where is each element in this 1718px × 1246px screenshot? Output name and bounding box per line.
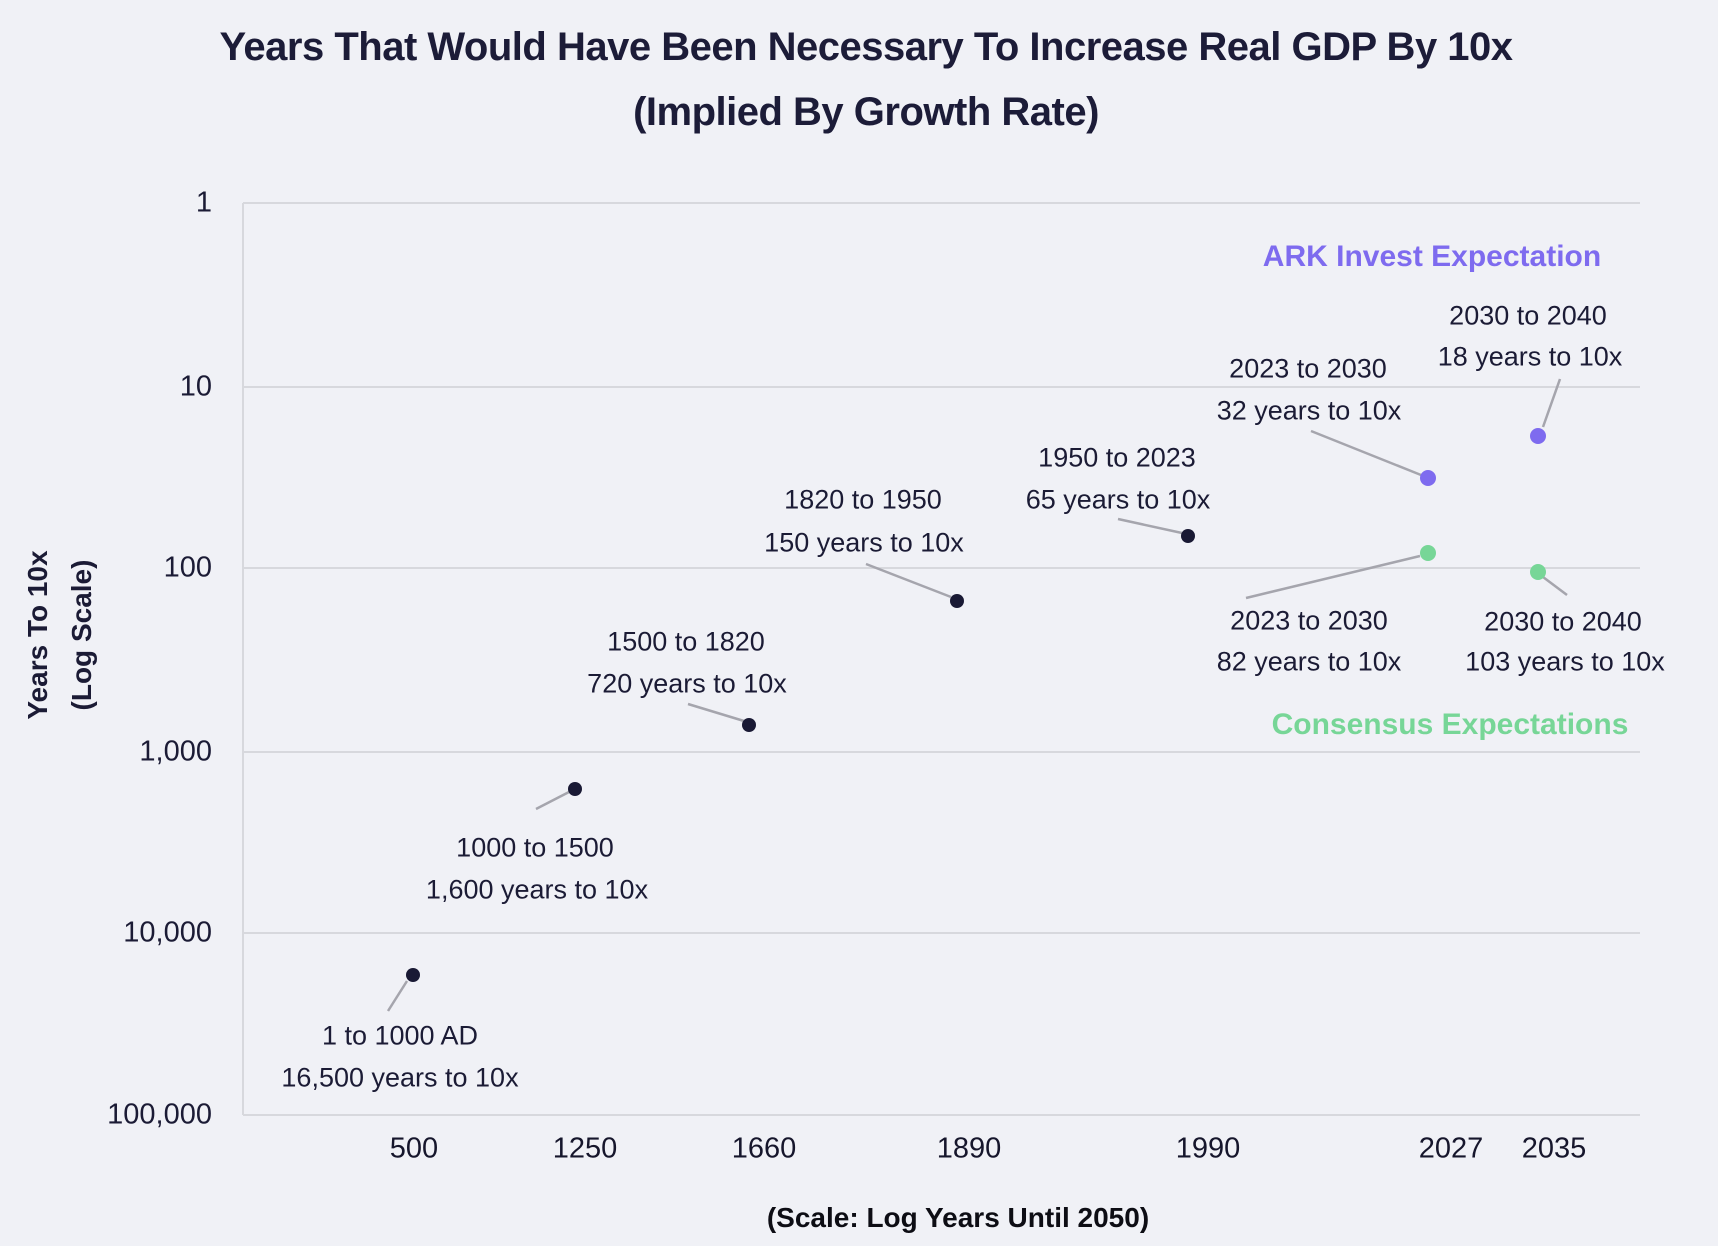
- data-point-1500-to-1820-720: [742, 718, 756, 732]
- point-value-label-1820-to-1950-150: 150 years to 10x: [764, 527, 964, 558]
- leader-line-2030-to-2040-103: [1542, 576, 1568, 596]
- chart-title-line1: Years That Would Have Been Necessary To …: [219, 25, 1513, 69]
- point-value-label-2023-to-2030-82: 82 years to 10x: [1216, 646, 1402, 677]
- leader-line-1950-to-2023-65: [1117, 517, 1183, 535]
- leader-line-2023-to-2030-32: [1310, 429, 1422, 477]
- y-tick-100: 100: [163, 551, 212, 584]
- leader-line-1500-to-1820-720: [687, 702, 745, 723]
- x-tick-1990: 1990: [1175, 1132, 1241, 1165]
- point-period-label-1-to-1000-ad-16500: 1 to 1000 AD: [321, 1020, 479, 1051]
- data-point-2023-to-2030-32: [1420, 470, 1436, 486]
- y-tick-1: 1: [195, 186, 212, 219]
- point-period-label-1000-to-1500-1600: 1000 to 1500: [456, 832, 614, 863]
- x-tick-2035: 2035: [1521, 1132, 1587, 1165]
- data-point-2023-to-2030-82: [1420, 545, 1436, 561]
- point-period-label-1950-to-2023-65: 1950 to 2023: [1038, 442, 1196, 473]
- data-point-1950-to-2023-65: [1181, 529, 1195, 543]
- data-point-1000-to-1500-1600: [568, 782, 582, 796]
- x-tick-1890: 1890: [936, 1132, 1002, 1165]
- data-point-2030-to-2040-18: [1530, 428, 1546, 444]
- point-period-label-2023-to-2030-82: 2023 to 2030: [1230, 605, 1388, 636]
- x-tick-2027: 2027: [1418, 1132, 1484, 1165]
- x-axis-title: (Scale: Log Years Until 2050): [766, 1202, 1150, 1233]
- point-value-label-1-to-1000-ad-16500: 16,500 years to 10x: [281, 1062, 519, 1093]
- point-value-label-2030-to-2040-103: 103 years to 10x: [1465, 646, 1665, 677]
- y-tick-10: 10: [179, 370, 212, 403]
- point-period-label-2023-to-2030-32: 2023 to 2030: [1229, 353, 1387, 384]
- legend-consensus-expectations: Consensus Expectations: [1271, 708, 1629, 741]
- data-point-2030-to-2040-103: [1530, 564, 1546, 580]
- chart-title-line2: (Implied By Growth Rate): [633, 90, 1099, 134]
- leader-line-2030-to-2040-18: [1541, 378, 1562, 428]
- point-value-label-1000-to-1500-1600: 1,600 years to 10x: [425, 874, 649, 905]
- point-value-label-2023-to-2030-32: 32 years to 10x: [1216, 395, 1402, 426]
- point-period-label-2030-to-2040-18: 2030 to 2040: [1449, 300, 1607, 331]
- x-tick-1660: 1660: [731, 1132, 797, 1165]
- y-tick-1,000: 1,000: [139, 735, 212, 768]
- y-tick-100,000: 100,000: [107, 1098, 212, 1131]
- data-point-1-to-1000-ad-16500: [406, 968, 420, 982]
- point-period-label-1500-to-1820-720: 1500 to 1820: [607, 626, 765, 657]
- leader-line-1-to-1000-ad-16500: [386, 980, 409, 1012]
- leader-line-1820-to-1950-150: [865, 562, 952, 599]
- x-tick-500: 500: [389, 1132, 439, 1165]
- legend-ark-invest-expectation: ARK Invest Expectation: [1262, 240, 1602, 273]
- point-period-label-2030-to-2040-103: 2030 to 2040: [1484, 606, 1642, 637]
- point-value-label-1500-to-1820-720: 720 years to 10x: [587, 668, 787, 699]
- point-value-label-1950-to-2023-65: 65 years to 10x: [1025, 484, 1211, 515]
- data-point-1820-to-1950-150: [950, 594, 964, 608]
- point-period-label-1820-to-1950-150: 1820 to 1950: [784, 484, 942, 515]
- x-tick-1250: 1250: [552, 1132, 618, 1165]
- y-tick-10,000: 10,000: [123, 916, 212, 949]
- chart-title: Years That Would Have Been Necessary To …: [219, 15, 1513, 145]
- leader-line-2023-to-2030-82: [1245, 554, 1421, 600]
- leader-line-1000-to-1500-1600: [535, 790, 570, 811]
- point-value-label-2030-to-2040-18: 18 years to 10x: [1437, 341, 1623, 372]
